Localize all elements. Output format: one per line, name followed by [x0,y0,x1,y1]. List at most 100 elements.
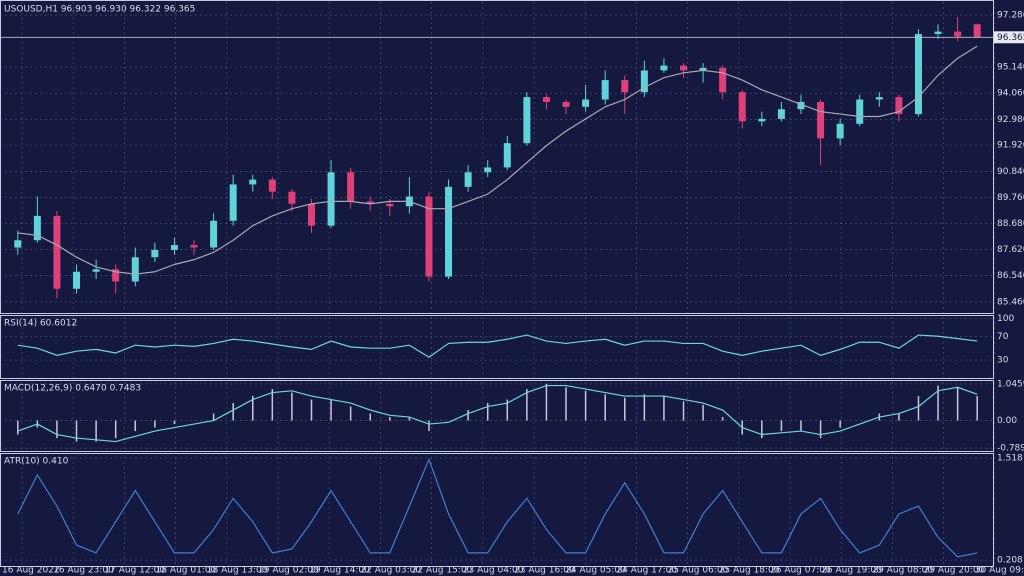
y-tick-label: 1.518 [997,453,1023,463]
candle-body [33,215,41,241]
macd-bar [682,401,685,421]
candle-body [92,269,100,272]
candle-body [249,179,257,185]
macd-bar [389,417,391,421]
indicator-line [17,334,978,358]
x-tick-label: 26 Aug 19:00 [821,566,882,576]
candle-body [797,101,805,110]
last-price-box [994,31,1024,44]
candle-body [523,97,531,144]
macd-bar [643,394,646,421]
y-tick-label: 88.680 [997,219,1024,229]
x-tick-label: 24 Aug 05:00 [565,566,626,576]
macd-bar [663,396,665,421]
macd-bar [212,413,215,421]
y-tick-label: 0.00 [997,416,1017,426]
macd-bar [898,413,900,421]
candle-body [425,196,433,277]
main-panel [0,0,994,314]
candle-body [53,215,61,289]
x-tick-label: 24 Aug 17:00 [616,566,677,576]
candle-body [112,269,120,282]
candle-body [151,249,159,258]
y-tick-label: 92.980 [997,115,1024,125]
x-tick-label: 16 Aug 2022 [2,566,60,576]
moving-average [17,45,978,275]
x-tick-label: 18 Aug 13:00 [207,566,268,576]
macd-bar [545,383,548,421]
candle-body [464,172,472,187]
candle-body [680,65,688,71]
x-tick-label: 25 Aug 18:00 [719,566,780,576]
candle-body [484,167,492,173]
macd-bar [134,420,137,432]
macd-bar [408,417,411,421]
macd-bar [702,404,704,421]
candle-body [954,31,962,37]
macd-bar [330,399,332,421]
macd-bar [232,403,234,421]
macd-bar [114,420,117,439]
macd-bar [819,420,822,439]
x-tick-label: 16 Aug 23:00 [53,566,114,576]
candle-body [719,67,727,93]
macd-bar [252,396,254,421]
candle-body [640,70,648,93]
candle-body [190,245,198,248]
candle-body [856,99,864,124]
x-tick-label: 18 Aug 01:00 [156,566,217,576]
x-tick-label: 19 Aug 14:00 [309,566,370,576]
macd-bar [486,403,489,421]
panel-title: ATR(10) 0.410 [4,457,69,467]
candle-body [307,203,315,226]
y-tick-label: 89.760 [997,193,1024,203]
candle-body [621,80,629,93]
candle-body [14,240,22,248]
candle-body [562,101,570,107]
rsi-panel [0,315,994,379]
y-tick-label: 97.280 [997,11,1024,21]
panel-title: RSI(14) 60.6012 [4,319,77,329]
y-tick-label: -0.7893 [997,444,1024,454]
candle-body [288,191,296,204]
candle-body [875,97,883,100]
y-tick-label: 86.540 [997,271,1024,281]
macd-panel [0,380,994,452]
panel-title: USOUSD,H1 96.903 96.930 96.322 96.365 [4,5,195,15]
macd-bar [154,420,156,428]
macd-bar [956,387,959,421]
atr-panel [0,453,994,567]
macd-bar [349,406,352,421]
indicator-line [17,457,978,558]
candle-body [73,271,81,289]
candle-body [268,179,276,192]
x-tick-label: 17 Aug 12:00 [104,566,165,576]
y-tick-label: 94.060 [997,89,1024,99]
candle-body [347,172,355,202]
candle-body [210,220,218,248]
x-tick-label: 29 Aug 08:00 [872,566,933,576]
macd-bar [310,399,313,421]
candle-body [738,92,746,122]
x-tick-label: 26 Aug 07:00 [770,566,831,576]
candle-body [366,201,374,204]
macd-bar [584,390,587,421]
candle-body [777,109,785,119]
macd-bar [95,420,97,442]
y-tick-label: 87.620 [997,245,1024,255]
candle-body [229,184,237,221]
panel-title: MACD(12,26,9) 0.6470 0.7483 [4,384,141,394]
x-tick-label: 23 Aug 16:00 [514,566,575,576]
candle-body [131,257,139,282]
macd-bar [721,417,724,421]
y-tick-label: 30 [997,356,1009,366]
y-tick-label: 1.0459 [997,379,1024,389]
macd-bar [976,396,978,421]
candle-body [699,67,707,71]
candle-body [836,123,844,139]
candle-body [582,99,590,107]
candle-body [817,101,825,139]
y-tick-label: 0.208 [997,556,1023,566]
